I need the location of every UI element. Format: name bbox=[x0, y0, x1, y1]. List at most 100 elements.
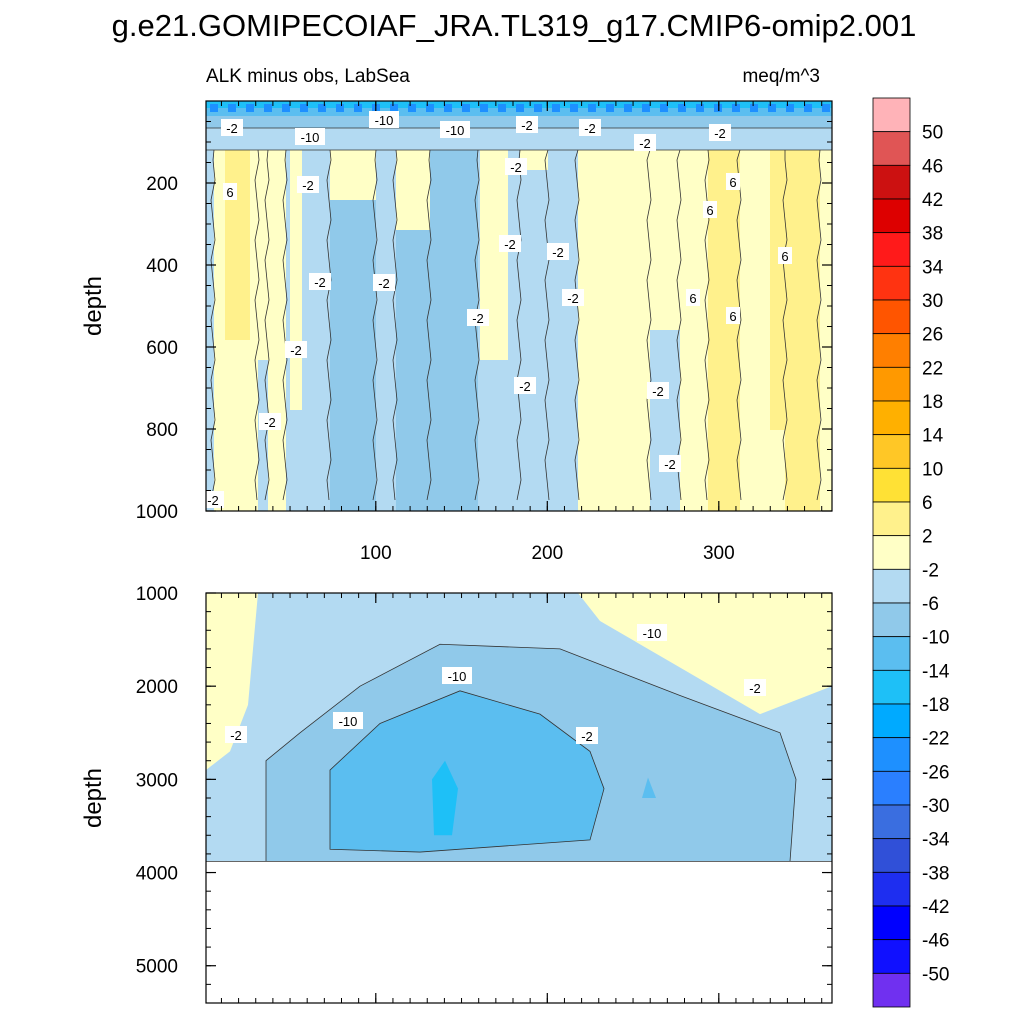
upper-surface-cell bbox=[300, 104, 308, 112]
svg-text:-2: -2 bbox=[302, 178, 314, 193]
upper-contour-label: -10 bbox=[369, 111, 399, 128]
svg-text:-10: -10 bbox=[301, 130, 320, 145]
y-tick-label: 200 bbox=[146, 174, 178, 195]
upper-contour-label: 6 bbox=[223, 183, 237, 200]
upper-contour-line bbox=[372, 149, 378, 501]
upper-surface-cell bbox=[552, 104, 560, 112]
upper-contour-label: -2 bbox=[221, 119, 243, 136]
upper-surface-cell bbox=[282, 104, 290, 112]
lower-fill-region bbox=[642, 777, 656, 798]
upper-contour-label: 6 bbox=[726, 173, 740, 190]
upper-fill-cell bbox=[396, 230, 430, 511]
upper-contour-line bbox=[516, 149, 522, 501]
upper-contour-label: -2 bbox=[297, 176, 319, 193]
y-tick-label: 600 bbox=[146, 338, 178, 359]
lower-fill-region bbox=[206, 593, 258, 771]
colorbar-swatch bbox=[872, 568, 911, 604]
colorbar-swatch bbox=[872, 939, 911, 974]
y-tick-label: 800 bbox=[146, 420, 178, 441]
y-tick-label: 4000 bbox=[136, 864, 178, 885]
colorbar-label: -18 bbox=[922, 695, 949, 716]
upper-fill-cell bbox=[225, 150, 250, 340]
upper-contour-label: 6 bbox=[726, 307, 740, 324]
upper-contour-lines bbox=[206, 127, 832, 501]
lower-y-ticks: 1000 2000 3000 4000 5000 bbox=[136, 584, 832, 1004]
y-tick-label: 5000 bbox=[136, 957, 178, 978]
upper-surface-cell bbox=[444, 104, 452, 112]
upper-surface-cell bbox=[318, 104, 326, 112]
upper-contour-line bbox=[574, 149, 580, 501]
upper-contour-label: -2 bbox=[647, 382, 669, 399]
upper-surface-cell bbox=[336, 104, 344, 112]
upper-panel: -2 -10 -10 -10 -2 -2 -2 -2 -2 6 -2 -2 6 6 -2 -2 -2 -2 -2 6 6… bbox=[80, 100, 833, 564]
lower-fill-region bbox=[578, 593, 832, 715]
upper-contour-label: -2 bbox=[373, 274, 395, 291]
svg-text:-2: -2 bbox=[521, 118, 533, 133]
svg-text:6: 6 bbox=[729, 309, 736, 324]
upper-contour-label: -2 bbox=[634, 134, 656, 151]
svg-text:-2: -2 bbox=[510, 160, 522, 175]
colorbar-swatch bbox=[872, 198, 911, 234]
svg-text:-2: -2 bbox=[472, 311, 484, 326]
colorbar-swatch bbox=[872, 838, 911, 873]
colorbar: 50 46 42 38 34 30 26 22 18 14 10 6 2 -2 -6 -10 -14 -18 -22… bbox=[872, 97, 950, 1008]
colorbar-label: -26 bbox=[922, 762, 949, 783]
colorbar-label: 22 bbox=[922, 358, 943, 379]
svg-text:-2: -2 bbox=[314, 275, 326, 290]
colorbar-swatch bbox=[872, 299, 911, 335]
colorbar-swatch bbox=[872, 131, 911, 166]
upper-contour-labels: -2 -10 -10 -10 -2 -2 -2 -2 -2 6 -2 -2 6 6 -2 -2 -2 -2 -2 6 6… bbox=[202, 111, 792, 508]
upper-contour-label: -2 bbox=[499, 235, 521, 252]
svg-text:-2: -2 bbox=[714, 126, 726, 141]
lower-contour-line bbox=[265, 643, 797, 862]
lower-contour-label: -2 bbox=[576, 727, 598, 744]
colorbar-swatch bbox=[872, 333, 911, 368]
upper-surface-cell bbox=[570, 104, 578, 112]
colorbar-swatch bbox=[872, 636, 911, 671]
upper-surface-cell bbox=[210, 104, 218, 112]
lower-y-axis-label: depth bbox=[80, 768, 107, 828]
upper-surface-cell bbox=[588, 104, 596, 112]
upper-contour-line bbox=[676, 149, 682, 501]
upper-x-ticks: 100 200 300 bbox=[220, 101, 823, 564]
colorbar-label: -50 bbox=[922, 964, 949, 985]
upper-fill-cell bbox=[650, 330, 680, 511]
colorbar-swatch bbox=[872, 703, 911, 739]
colorbar-swatch bbox=[872, 535, 911, 570]
svg-text:6: 6 bbox=[781, 249, 788, 264]
upper-contour-label: -2 bbox=[285, 341, 307, 358]
upper-contour-label: -2 bbox=[547, 243, 569, 260]
svg-text:-10: -10 bbox=[446, 123, 465, 138]
upper-fill-cell bbox=[612, 150, 650, 511]
colorbar-swatch bbox=[872, 501, 911, 537]
lower-fill-region bbox=[432, 760, 458, 836]
lower-contour-label: -10 bbox=[442, 667, 472, 684]
upper-fill-cell bbox=[268, 101, 286, 511]
upper-contour-label: 6 bbox=[778, 247, 792, 264]
upper-contour-line bbox=[392, 149, 398, 501]
colorbar-label: 50 bbox=[922, 123, 943, 144]
upper-contour-label: 6 bbox=[703, 201, 717, 218]
upper-contour-label: -2 bbox=[202, 491, 224, 508]
colorbar-label: -42 bbox=[922, 897, 949, 918]
upper-contour-line bbox=[264, 149, 270, 501]
svg-text:-10: -10 bbox=[448, 669, 467, 684]
upper-fill-cell bbox=[430, 101, 478, 511]
lower-contour-line bbox=[329, 690, 605, 853]
upper-contour-label: -2 bbox=[709, 124, 731, 141]
colorbar-swatch bbox=[872, 669, 911, 705]
svg-text:-2: -2 bbox=[584, 121, 596, 136]
svg-text:-2: -2 bbox=[552, 245, 564, 260]
upper-surface-cell bbox=[228, 104, 236, 112]
colorbar-label: 38 bbox=[922, 224, 943, 245]
upper-contour-line bbox=[646, 149, 652, 501]
colorbar-label: 18 bbox=[922, 392, 943, 413]
upper-fill-cell bbox=[376, 101, 396, 511]
upper-contour-fill bbox=[206, 101, 832, 511]
colorbar-label: 26 bbox=[922, 325, 943, 346]
colorbar-label: 42 bbox=[922, 190, 943, 211]
svg-text:-2: -2 bbox=[519, 379, 531, 394]
colorbar-swatch bbox=[872, 434, 911, 469]
svg-text:6: 6 bbox=[226, 185, 233, 200]
colorbar-swatch bbox=[872, 871, 911, 907]
